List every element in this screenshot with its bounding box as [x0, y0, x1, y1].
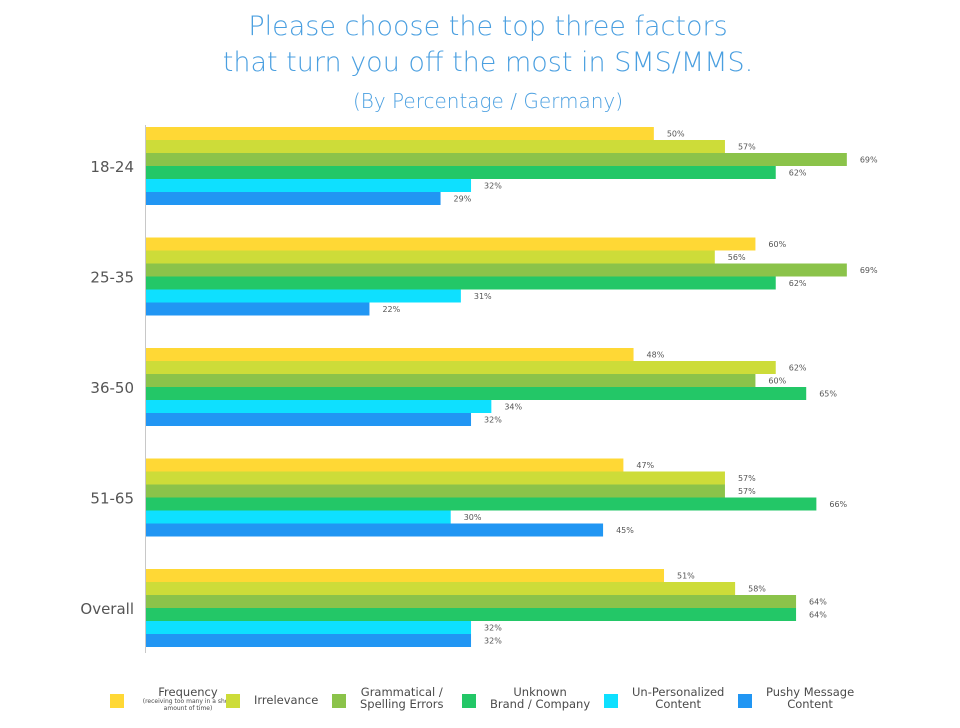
legend-label: Pushy Message Content [766, 685, 855, 711]
legend-swatch [738, 694, 752, 708]
chart-subtitle: (By Percentage / Germany) [352, 89, 624, 113]
legend-swatch [110, 694, 124, 708]
bar-value-label: 31% [474, 292, 492, 301]
bar-value-label: 47% [636, 461, 654, 470]
bar [146, 361, 776, 374]
bar-value-label: 69% [860, 266, 878, 275]
bar-value-label: 51% [677, 572, 695, 581]
bar [146, 582, 736, 595]
bar-value-label: 32% [484, 624, 502, 633]
bar [146, 510, 451, 524]
chart-title-line1: Please choose the top three factors [248, 11, 728, 42]
category-label: 18-24 [90, 158, 134, 176]
chart-title-line2: that turn you off the most in SMS/MMS. [222, 47, 754, 78]
bar [146, 250, 715, 264]
bar [146, 127, 654, 140]
bar [146, 374, 756, 387]
bar [146, 484, 725, 498]
bar-value-label: 62% [789, 364, 807, 373]
bar [146, 192, 441, 205]
bar [146, 523, 604, 537]
bar-value-label: 22% [382, 305, 400, 314]
legend-sublabel: (receiving too many in a short amount of… [142, 698, 234, 712]
legend-item-unknown-brand: Unknown Brand / Company [462, 686, 590, 726]
bar-value-label: 32% [484, 182, 502, 191]
bar [146, 569, 665, 582]
bar-value-label: 32% [484, 416, 502, 425]
bar [146, 387, 807, 400]
bar-value-label: 56% [728, 253, 746, 262]
legend-item-pushy: Pushy Message Content [738, 686, 854, 726]
bar-value-label: 62% [789, 279, 807, 288]
bar-chart: 18-24 50% 57% 69% 62% 32% 29% 25-35 60% 56% 69% 62%… [80, 125, 878, 653]
bar [146, 497, 817, 511]
bar [146, 458, 624, 472]
bar-value-label: 64% [809, 611, 827, 620]
bar-value-label: 69% [860, 156, 878, 165]
bar-value-label: 62% [789, 169, 807, 178]
bar [146, 595, 797, 608]
bar [146, 471, 725, 485]
bar [146, 289, 461, 303]
bar [146, 634, 472, 647]
legend-swatch [462, 694, 476, 708]
bar-value-label: 32% [484, 637, 502, 646]
bar-value-label: 30% [464, 513, 482, 522]
bar [146, 140, 725, 153]
bar-value-label: 45% [616, 526, 634, 535]
bar [146, 179, 472, 192]
bar [146, 302, 370, 316]
legend-label: Irrelevance [254, 693, 319, 707]
bar [146, 413, 472, 426]
legend-swatch [604, 694, 618, 708]
bar-value-label: 58% [748, 585, 766, 594]
bar-value-label: 57% [738, 474, 756, 483]
bar-value-label: 50% [667, 130, 685, 139]
bar-value-label: 34% [504, 403, 522, 412]
bar-value-label: 57% [738, 487, 756, 496]
legend-item-unpersonalized: Un-Personalized Content [604, 686, 724, 726]
legend-label: Grammatical / Spelling Errors [360, 685, 444, 711]
bar-value-label: 66% [829, 500, 847, 509]
legend-item-irrelevance: Irrelevance [226, 686, 318, 726]
legend-label: Frequency (receiving too many in a short… [138, 686, 238, 712]
legend-label: Unknown Brand / Company [490, 685, 591, 711]
legend-label: Un-Personalized Content [632, 685, 725, 711]
category-label: 25-35 [90, 269, 134, 287]
bar-value-label: 60% [768, 377, 786, 386]
bar [146, 621, 472, 634]
legend-swatch [226, 694, 240, 708]
bar [146, 608, 797, 621]
chart-legend: Frequency (receiving too many in a short… [0, 686, 960, 726]
bar [146, 276, 776, 290]
legend-item-frequency: Frequency (receiving too many in a short… [110, 686, 238, 726]
category-label: 36-50 [90, 379, 134, 397]
bar [146, 153, 847, 166]
bar [146, 400, 492, 413]
bar [146, 166, 776, 179]
legend-swatch [332, 694, 346, 708]
bar-value-label: 29% [454, 195, 472, 204]
bar [146, 348, 634, 361]
bar-value-label: 57% [738, 143, 756, 152]
bar-value-label: 60% [768, 240, 786, 249]
category-label: Overall [80, 600, 134, 618]
bar [146, 237, 756, 251]
bar-value-label: 65% [819, 390, 837, 399]
bar [146, 263, 847, 277]
bar-value-label: 64% [809, 598, 827, 607]
category-label: 51-65 [90, 490, 134, 508]
legend-item-grammatical: Grammatical / Spelling Errors [332, 686, 444, 726]
bar-value-label: 48% [647, 351, 665, 360]
